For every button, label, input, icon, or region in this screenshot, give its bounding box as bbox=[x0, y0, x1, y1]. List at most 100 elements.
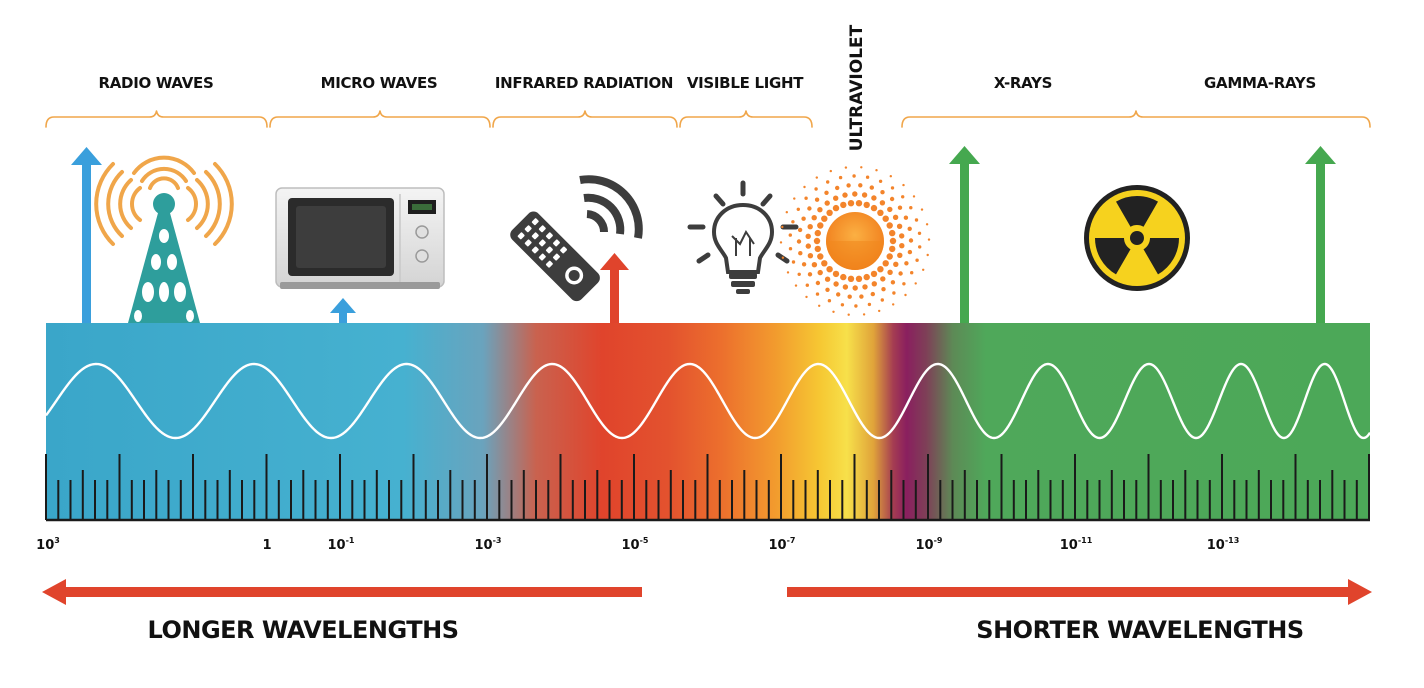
radio-waves-label: RADIO WAVES bbox=[99, 74, 214, 92]
sun-ray-dot bbox=[835, 185, 840, 191]
scale-labels: 103 1 10-1 10-3 10-5 10-7 10-9 10-11 10-13 bbox=[36, 536, 1239, 553]
sun-ray-dot bbox=[847, 275, 855, 282]
sun-ray-dot bbox=[863, 201, 870, 209]
scale-label: 10-3 bbox=[475, 536, 502, 553]
micro-arrow bbox=[330, 298, 356, 323]
scale-label: 10-9 bbox=[916, 536, 943, 553]
sun-ray-dot bbox=[852, 174, 856, 178]
sun-ray-dot bbox=[847, 294, 852, 299]
sun-ray-dot bbox=[914, 282, 917, 285]
sun-ray-dot bbox=[798, 251, 803, 256]
sun-ray-dot bbox=[825, 287, 830, 292]
sun-ray-dot bbox=[833, 281, 839, 287]
sun-ray-dot bbox=[889, 245, 896, 253]
sun-ray-dot bbox=[887, 269, 893, 275]
sun-ray-dot bbox=[910, 271, 914, 275]
sun-ray-dot bbox=[803, 185, 806, 189]
sun-ray-dot bbox=[875, 169, 878, 172]
sun-ray-dot bbox=[814, 187, 818, 191]
sun-ray-dot bbox=[855, 200, 863, 207]
sun-ray-dot bbox=[893, 261, 899, 267]
sun-ray-dot bbox=[801, 216, 806, 221]
sun-ray-dot bbox=[813, 237, 821, 245]
sun-ray-dot bbox=[796, 207, 800, 211]
wave-line bbox=[45, 362, 1371, 440]
sun-ray-dot bbox=[779, 241, 783, 244]
sun-ray-dot bbox=[881, 287, 886, 292]
sun-ray-dot bbox=[817, 207, 823, 213]
sun-ray-dot bbox=[899, 243, 905, 249]
sun-ray-dot bbox=[920, 208, 924, 211]
sun-ray-dot bbox=[914, 218, 919, 222]
sun-ray-dot bbox=[927, 238, 931, 241]
sun-ray-dot bbox=[852, 191, 858, 197]
sun-ray-dot bbox=[889, 175, 892, 178]
sun-ray-dot bbox=[870, 270, 878, 278]
sun-ray-dot bbox=[788, 233, 792, 237]
sun-ray-dot bbox=[826, 180, 830, 184]
shorter-wavelengths-arrow bbox=[787, 579, 1372, 605]
sun-ray-dot bbox=[867, 302, 872, 307]
sun-ray-dot bbox=[907, 226, 912, 231]
sun-ray-dot bbox=[852, 285, 858, 291]
sun-ray-dot bbox=[904, 261, 909, 266]
remote-control-icon bbox=[510, 175, 643, 302]
sun-ray-dot bbox=[833, 195, 839, 201]
sun-ray-dot bbox=[865, 175, 870, 179]
sun-ray-dot bbox=[836, 292, 841, 297]
sun-ray-dot bbox=[815, 292, 820, 296]
sun-ray-dot bbox=[821, 260, 828, 267]
sun-ray-dot bbox=[882, 215, 889, 222]
sun-ray-dot bbox=[807, 253, 814, 259]
sun-ray-dot bbox=[826, 209, 833, 216]
sun-ray-dot bbox=[922, 268, 925, 271]
sun-ray-dot bbox=[842, 284, 849, 290]
sun-ray-dot bbox=[793, 197, 796, 200]
sun-ray-dot bbox=[796, 239, 802, 244]
sun-ray-dot bbox=[815, 280, 821, 286]
sun-ray-dot bbox=[824, 190, 829, 195]
sun-ray-dot bbox=[903, 215, 909, 220]
sun-ray-dot bbox=[824, 200, 830, 206]
scale-label: 10-5 bbox=[622, 536, 649, 553]
sun-ray-dot bbox=[909, 206, 913, 210]
scale-label: 10-13 bbox=[1207, 536, 1240, 553]
sun-ray-dot bbox=[817, 253, 824, 260]
sun-ray-dot bbox=[877, 209, 884, 216]
sun-ray-dot bbox=[829, 169, 832, 173]
band-brackets bbox=[45, 110, 1371, 128]
scale-label: 10-7 bbox=[769, 536, 796, 553]
ultraviolet-label: ULTRAVIOLET bbox=[847, 24, 867, 151]
radiation-icon bbox=[1084, 185, 1190, 291]
sun-ray-dot bbox=[869, 185, 874, 190]
sun-ray-dot bbox=[915, 258, 919, 262]
sun-ray-dot bbox=[805, 233, 811, 239]
sun-ray-dot bbox=[805, 295, 808, 299]
sun-ray-dot bbox=[904, 293, 907, 297]
micro-waves-label: MICRO WAVES bbox=[321, 74, 438, 92]
sun-ray-dot bbox=[814, 229, 821, 237]
sun-ray-dot bbox=[889, 237, 897, 245]
longer-wavelengths-arrow bbox=[42, 579, 642, 605]
sun-ray-dot bbox=[863, 273, 870, 281]
sun-ray-dot bbox=[908, 238, 914, 243]
sun-ray-dot bbox=[890, 186, 895, 190]
sun-ray-dot bbox=[840, 303, 845, 307]
xray-arrow bbox=[949, 146, 980, 323]
sun-ray-dot bbox=[807, 272, 813, 277]
sun-ray-dot bbox=[781, 225, 784, 229]
sun-ray-dot bbox=[832, 204, 840, 212]
sun-ray-dot bbox=[889, 196, 895, 202]
sun-ray-dot bbox=[897, 205, 903, 210]
sun-ray-dot bbox=[824, 276, 831, 282]
sun-ray-dot bbox=[854, 304, 858, 308]
sun-ray-dot bbox=[817, 222, 824, 229]
infrared-bracket bbox=[492, 110, 678, 128]
sun-ray-dot bbox=[925, 223, 929, 226]
sun-ray-dot bbox=[926, 253, 929, 257]
light-bulb-icon bbox=[687, 180, 799, 294]
radio-arrow bbox=[71, 147, 102, 323]
sun-ray-dot bbox=[899, 233, 905, 239]
sun-ray-dot bbox=[791, 220, 795, 224]
sun-ray-dot bbox=[871, 281, 877, 287]
